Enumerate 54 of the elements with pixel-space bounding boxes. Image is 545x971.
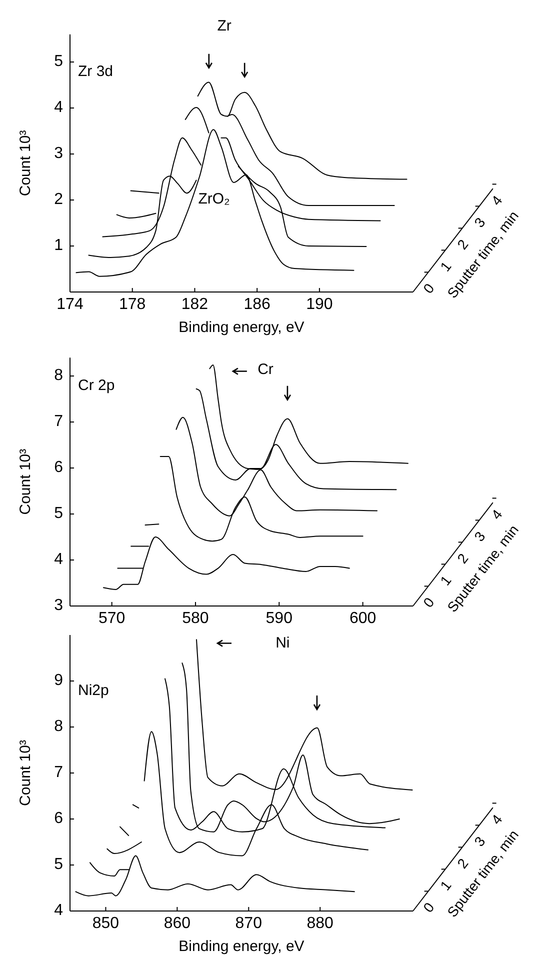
x-tick-label: 600 [349, 610, 376, 627]
y-tick-label: 7 [54, 764, 64, 782]
legend-label: 0 [420, 280, 438, 296]
y-tick-label: 3 [54, 597, 64, 614]
y-tick-label: 7 [54, 413, 64, 430]
text: Cr 2p [78, 377, 115, 394]
legend-label: 4 [488, 811, 506, 828]
annotation: Zr [217, 18, 232, 35]
x-axis-title: Binding energy, eV [178, 319, 304, 336]
y-tick-label: 9 [54, 672, 64, 690]
x-tick-label: 174 [56, 296, 84, 313]
x-tick-label: 850 [92, 915, 120, 932]
x-tick-label: 186 [244, 296, 271, 313]
x-tick-label: 590 [266, 610, 293, 627]
legend-label: 3 [470, 833, 488, 850]
y-tick-label: 3 [54, 145, 64, 162]
y-tick-label: 6 [54, 459, 64, 476]
y-tick-label: 1 [54, 237, 64, 254]
y-tick-label: 4 [54, 551, 64, 568]
x-tick-label: 190 [306, 296, 333, 313]
annotation: ZrO₂ [198, 190, 230, 208]
legend-label: 4 [488, 506, 506, 522]
legend-label: 2 [454, 550, 472, 566]
y-axis-title: Count 10³ [17, 448, 34, 515]
x-tick-label: 178 [119, 296, 146, 313]
legend-label: 2 [454, 855, 472, 872]
x-tick-label: 182 [181, 296, 208, 313]
x-axis-title: Binding energy, eV [178, 938, 304, 955]
text: Zr 3d [78, 63, 114, 80]
y-tick-label: 4 [54, 902, 64, 920]
legend-label: 3 [470, 214, 488, 230]
text: Ni2p [78, 682, 109, 699]
y-axis-title: Count 10³ [17, 130, 34, 196]
legend-label: 2 [454, 236, 472, 252]
x-tick-label: 570 [98, 610, 126, 627]
y-tick-label: 8 [54, 718, 64, 736]
y-tick-label: 8 [54, 367, 64, 384]
annotation: Cr [258, 360, 274, 378]
x-tick-label: 580 [182, 610, 209, 627]
legend-label: 3 [470, 528, 488, 544]
y-tick-label: 5 [54, 505, 64, 522]
annotation: Ni [276, 634, 290, 652]
y-tick-label: 4 [54, 99, 64, 116]
legend-label: 0 [420, 899, 438, 916]
y-axis-title: Count 10³ [17, 740, 34, 806]
y-tick-label: 5 [54, 53, 64, 70]
x-tick-label: 860 [164, 915, 191, 932]
y-tick-label: 6 [54, 810, 64, 828]
x-tick-label: 870 [235, 915, 262, 932]
legend-label: 4 [488, 192, 506, 208]
y-tick-label: 2 [54, 191, 64, 208]
y-tick-label: 5 [54, 856, 64, 874]
x-tick-label: 880 [306, 915, 334, 932]
legend-label: 0 [420, 594, 438, 610]
